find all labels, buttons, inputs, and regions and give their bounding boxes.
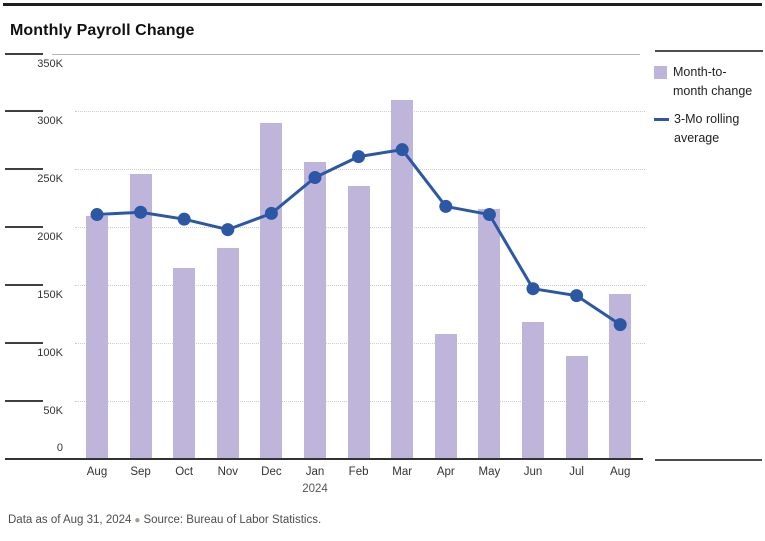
rolling-average-point-may-9[interactable]: [482, 208, 496, 222]
y-tick-stub-300k: [5, 110, 43, 113]
y-axis-label-350k: 350K: [37, 57, 63, 70]
x-axis-baseline-right-segment: [655, 459, 762, 461]
y-axis-label-100k: 100K: [37, 347, 63, 360]
legend-item-line: 3-Mo rolling average: [654, 110, 764, 148]
y-axis-label-50k: 50K: [43, 405, 63, 418]
rolling-average-point-aug-0[interactable]: [90, 208, 104, 222]
data-as-of-text: Data as of Aug 31, 2024: [8, 514, 132, 526]
y-axis-label-250k: 250K: [37, 173, 63, 186]
source-text: Source: Bureau of Labor Statistics.: [143, 514, 322, 526]
rolling-average-point-sep-1[interactable]: [134, 205, 148, 219]
x-axis-label-nov-3: Nov: [217, 466, 239, 478]
x-axis-label-jul-11: Jul: [569, 466, 584, 478]
gridline-top-350k: [52, 53, 640, 55]
x-axis-year-label: 2024: [302, 483, 328, 495]
rolling-average-point-aug-12[interactable]: [613, 318, 627, 332]
rolling-average-point-nov-3[interactable]: [221, 223, 235, 237]
gridline-250k: [75, 169, 645, 171]
rolling-average-point-dec-4[interactable]: [264, 206, 278, 220]
y-axis-label-150k: 150K: [37, 289, 63, 302]
bullet-icon: ●: [134, 515, 141, 526]
y-axis-label-300k: 300K: [37, 115, 63, 128]
rolling-average-point-jun-10[interactable]: [526, 282, 540, 296]
y-tick-stub-350k: [5, 52, 43, 55]
rolling-average-point-feb-6[interactable]: [352, 150, 366, 164]
x-axis-label-oct-2: Oct: [175, 466, 194, 478]
bar-jan-5[interactable]: [304, 162, 326, 458]
top-rule: [3, 3, 762, 6]
y-tick-stub-100k: [5, 342, 43, 345]
x-axis-label-feb-6: Feb: [348, 466, 369, 478]
x-axis-baseline: [5, 458, 643, 460]
bar-aug-12[interactable]: [609, 294, 632, 458]
y-tick-stub-50k: [5, 400, 43, 403]
x-axis-label-dec-4: Dec: [261, 466, 282, 478]
bar-dec-4[interactable]: [260, 123, 283, 458]
legend: Month-to-month change 3-Mo rolling avera…: [654, 63, 764, 157]
x-axis-label-may-9: May: [478, 466, 501, 478]
footer-note: Data as of Aug 31, 2024 ● Source: Bureau o…: [8, 514, 321, 526]
rolling-average-point-mar-7[interactable]: [395, 143, 409, 157]
x-axis-label-jan-5: Jan: [305, 466, 325, 478]
legend-top-rule: [655, 50, 763, 52]
x-axis-label-aug-0: Aug: [86, 466, 108, 478]
legend-line-label: 3-Mo rolling average: [674, 112, 740, 145]
rolling-average-point-jan-5[interactable]: [308, 170, 322, 184]
bar-jun-10[interactable]: [522, 322, 544, 458]
bar-aug-0[interactable]: [86, 215, 108, 458]
gridline-300k: [75, 111, 645, 113]
bar-swatch-icon: [654, 66, 667, 79]
x-axis-label-apr-8: Apr: [436, 466, 455, 478]
legend-bar-label: Month-to-month change: [673, 65, 753, 98]
x-axis-label-jun-10: Jun: [523, 466, 543, 478]
bar-apr-8[interactable]: [434, 333, 457, 458]
y-tick-stub-150k: [5, 284, 43, 287]
rolling-average-point-apr-8[interactable]: [439, 199, 453, 213]
bar-feb-6[interactable]: [347, 185, 370, 458]
page-title: Monthly Payroll Change: [10, 21, 195, 39]
y-tick-stub-200k: [5, 226, 43, 229]
y-axis-label-200k: 200K: [37, 231, 63, 244]
bar-oct-2[interactable]: [173, 267, 196, 458]
line-swatch-icon: [654, 118, 669, 121]
y-tick-stub-250k: [5, 168, 43, 171]
x-axis-label-mar-7: Mar: [392, 466, 413, 478]
legend-item-bars: Month-to-month change: [654, 63, 764, 101]
y-axis-label-0: 0: [56, 442, 63, 454]
bar-may-9[interactable]: [478, 208, 501, 458]
x-axis-label-aug-12: Aug: [609, 466, 631, 478]
rolling-average-point-oct-2[interactable]: [177, 212, 191, 226]
x-axis-label-sep-1: Sep: [130, 466, 151, 478]
bar-nov-3[interactable]: [216, 248, 239, 458]
rolling-average-point-jul-11[interactable]: [570, 289, 584, 303]
bar-jul-11[interactable]: [565, 355, 588, 458]
